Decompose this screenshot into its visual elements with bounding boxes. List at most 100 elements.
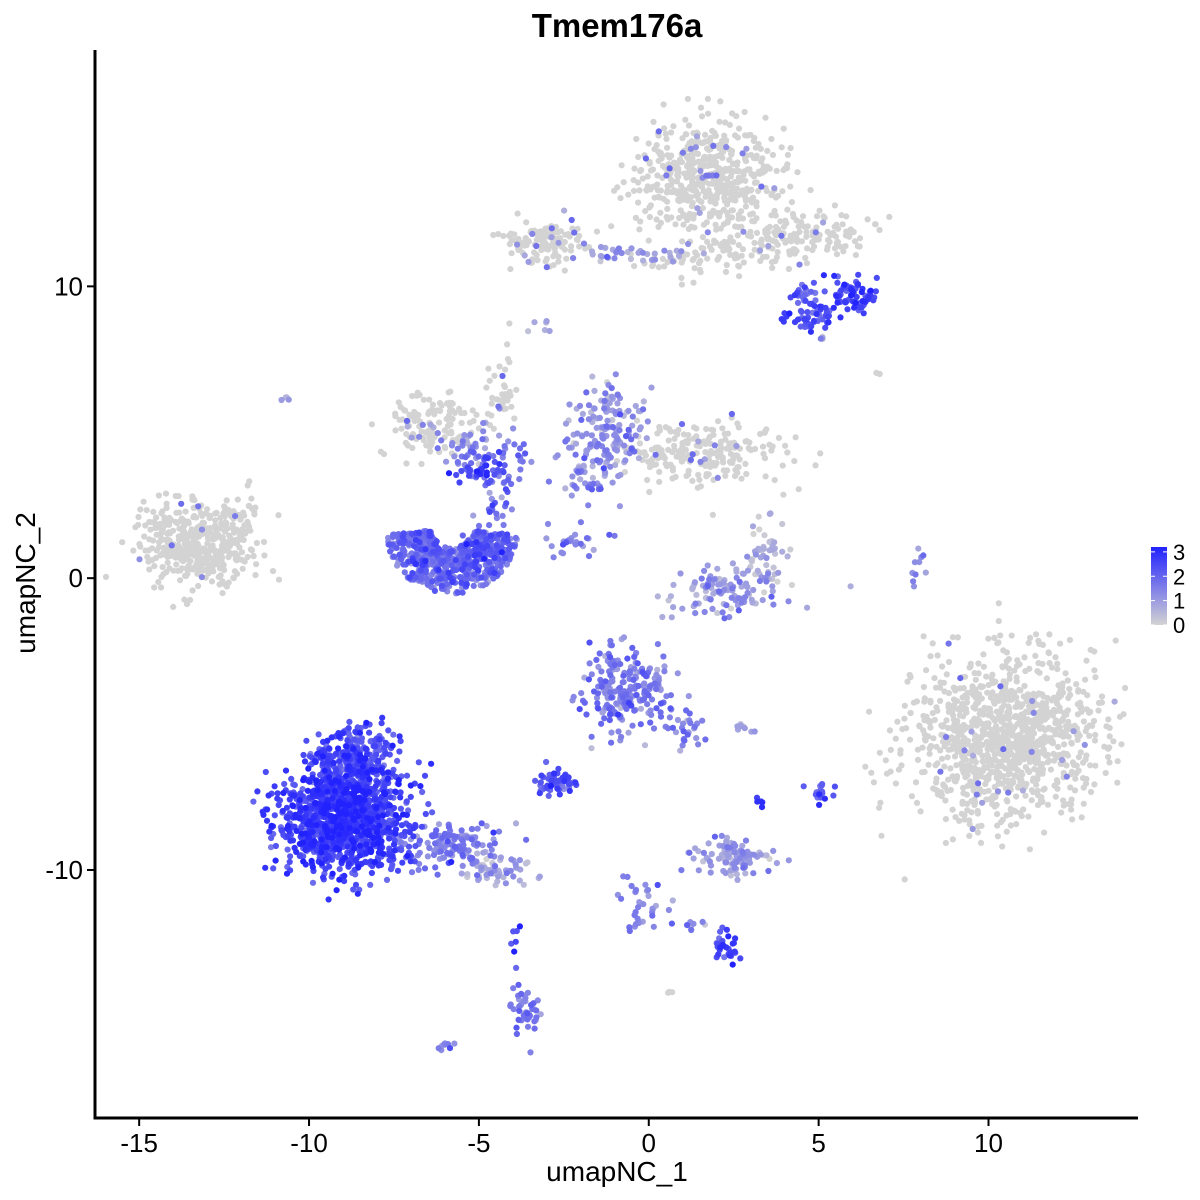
cell-point	[531, 1025, 538, 1032]
cell-point	[197, 561, 205, 568]
cell-point	[934, 707, 941, 714]
cell-point	[1043, 675, 1050, 682]
cell-point	[155, 579, 162, 586]
cell-point	[632, 921, 640, 928]
cell-point	[158, 573, 165, 581]
cell-point	[714, 474, 721, 481]
cell-point	[1064, 677, 1071, 684]
cell-point	[608, 385, 615, 392]
cell-point	[770, 564, 777, 571]
cell-point	[1021, 682, 1028, 690]
cell-point	[711, 154, 718, 161]
cell-point	[611, 187, 618, 194]
cell-point	[733, 113, 740, 120]
cell-point	[598, 683, 605, 690]
cell-point	[516, 877, 523, 884]
cell-point	[654, 187, 662, 194]
cell-point	[170, 567, 177, 574]
cell-point	[945, 658, 953, 666]
cell-point	[749, 171, 756, 178]
cell-point	[832, 233, 840, 240]
cell-point	[275, 512, 282, 519]
cell-point	[543, 535, 550, 542]
cell-point	[617, 661, 624, 668]
cell-point	[579, 410, 587, 417]
cell-point	[1028, 748, 1035, 756]
cell-point	[975, 744, 982, 751]
cell-point	[182, 573, 189, 580]
cell-point	[588, 248, 596, 255]
cell-point	[882, 757, 889, 764]
cell-point	[534, 257, 541, 264]
cell-point	[1065, 733, 1072, 740]
cell-point	[812, 229, 819, 236]
cell-point	[644, 476, 651, 484]
cell-point	[1063, 762, 1070, 769]
cell-point	[644, 886, 652, 894]
cell-point	[522, 450, 529, 457]
cell-point	[151, 563, 158, 570]
cell-point	[629, 644, 636, 652]
cell-point	[1041, 829, 1048, 836]
cell-point	[985, 635, 992, 642]
cell-point	[195, 503, 202, 510]
cell-point	[520, 441, 527, 448]
cell-point	[140, 498, 147, 505]
cell-point	[390, 553, 397, 560]
cell-point	[190, 514, 197, 521]
cell-point	[387, 548, 394, 555]
cell-point	[1013, 793, 1020, 800]
cell-point	[495, 231, 502, 238]
cell-point	[635, 199, 642, 206]
cell-point	[177, 532, 184, 540]
cell-point	[748, 252, 755, 259]
cell-point	[1044, 759, 1051, 766]
cell-point	[927, 742, 935, 750]
cell-point	[762, 230, 769, 237]
cell-point	[237, 516, 244, 523]
cell-point	[426, 433, 433, 441]
cell-point	[723, 261, 730, 269]
cell-point	[735, 607, 742, 614]
cell-point	[1026, 665, 1033, 672]
cell-point	[514, 210, 521, 217]
cell-point	[744, 567, 752, 574]
cell-point	[626, 927, 633, 935]
cell-point	[654, 641, 662, 648]
cell-point	[1080, 718, 1087, 725]
cell-point	[513, 1030, 521, 1038]
cell-point	[608, 694, 615, 701]
cell-point	[173, 561, 180, 568]
cell-point	[664, 205, 671, 212]
cell-point	[942, 816, 950, 823]
cell-point	[914, 756, 922, 764]
cell-point	[941, 763, 948, 770]
cell-point	[1032, 631, 1040, 638]
cell-point	[960, 790, 967, 797]
cell-point	[912, 571, 919, 578]
cell-point	[917, 808, 924, 815]
cell-point	[699, 205, 707, 212]
cell-point	[467, 431, 474, 438]
cell-point	[616, 427, 623, 434]
cell-point	[1066, 685, 1073, 693]
cell-point	[1025, 732, 1032, 739]
cell-point	[847, 583, 854, 590]
cell-point	[675, 426, 682, 434]
cell-point	[686, 710, 693, 717]
cell-point	[155, 544, 162, 551]
cell-point	[739, 246, 747, 253]
cell-point	[172, 492, 179, 500]
cell-point	[771, 185, 778, 192]
cell-point	[656, 194, 663, 201]
cell-point	[744, 553, 751, 560]
cell-point	[216, 565, 224, 572]
cell-point	[645, 237, 652, 244]
cell-point	[873, 369, 880, 376]
cell-point	[653, 216, 660, 223]
cell-point	[983, 757, 990, 764]
cell-point	[683, 131, 690, 138]
cell-point	[1003, 649, 1011, 656]
cell-point	[189, 496, 196, 503]
cell-point	[647, 719, 654, 726]
